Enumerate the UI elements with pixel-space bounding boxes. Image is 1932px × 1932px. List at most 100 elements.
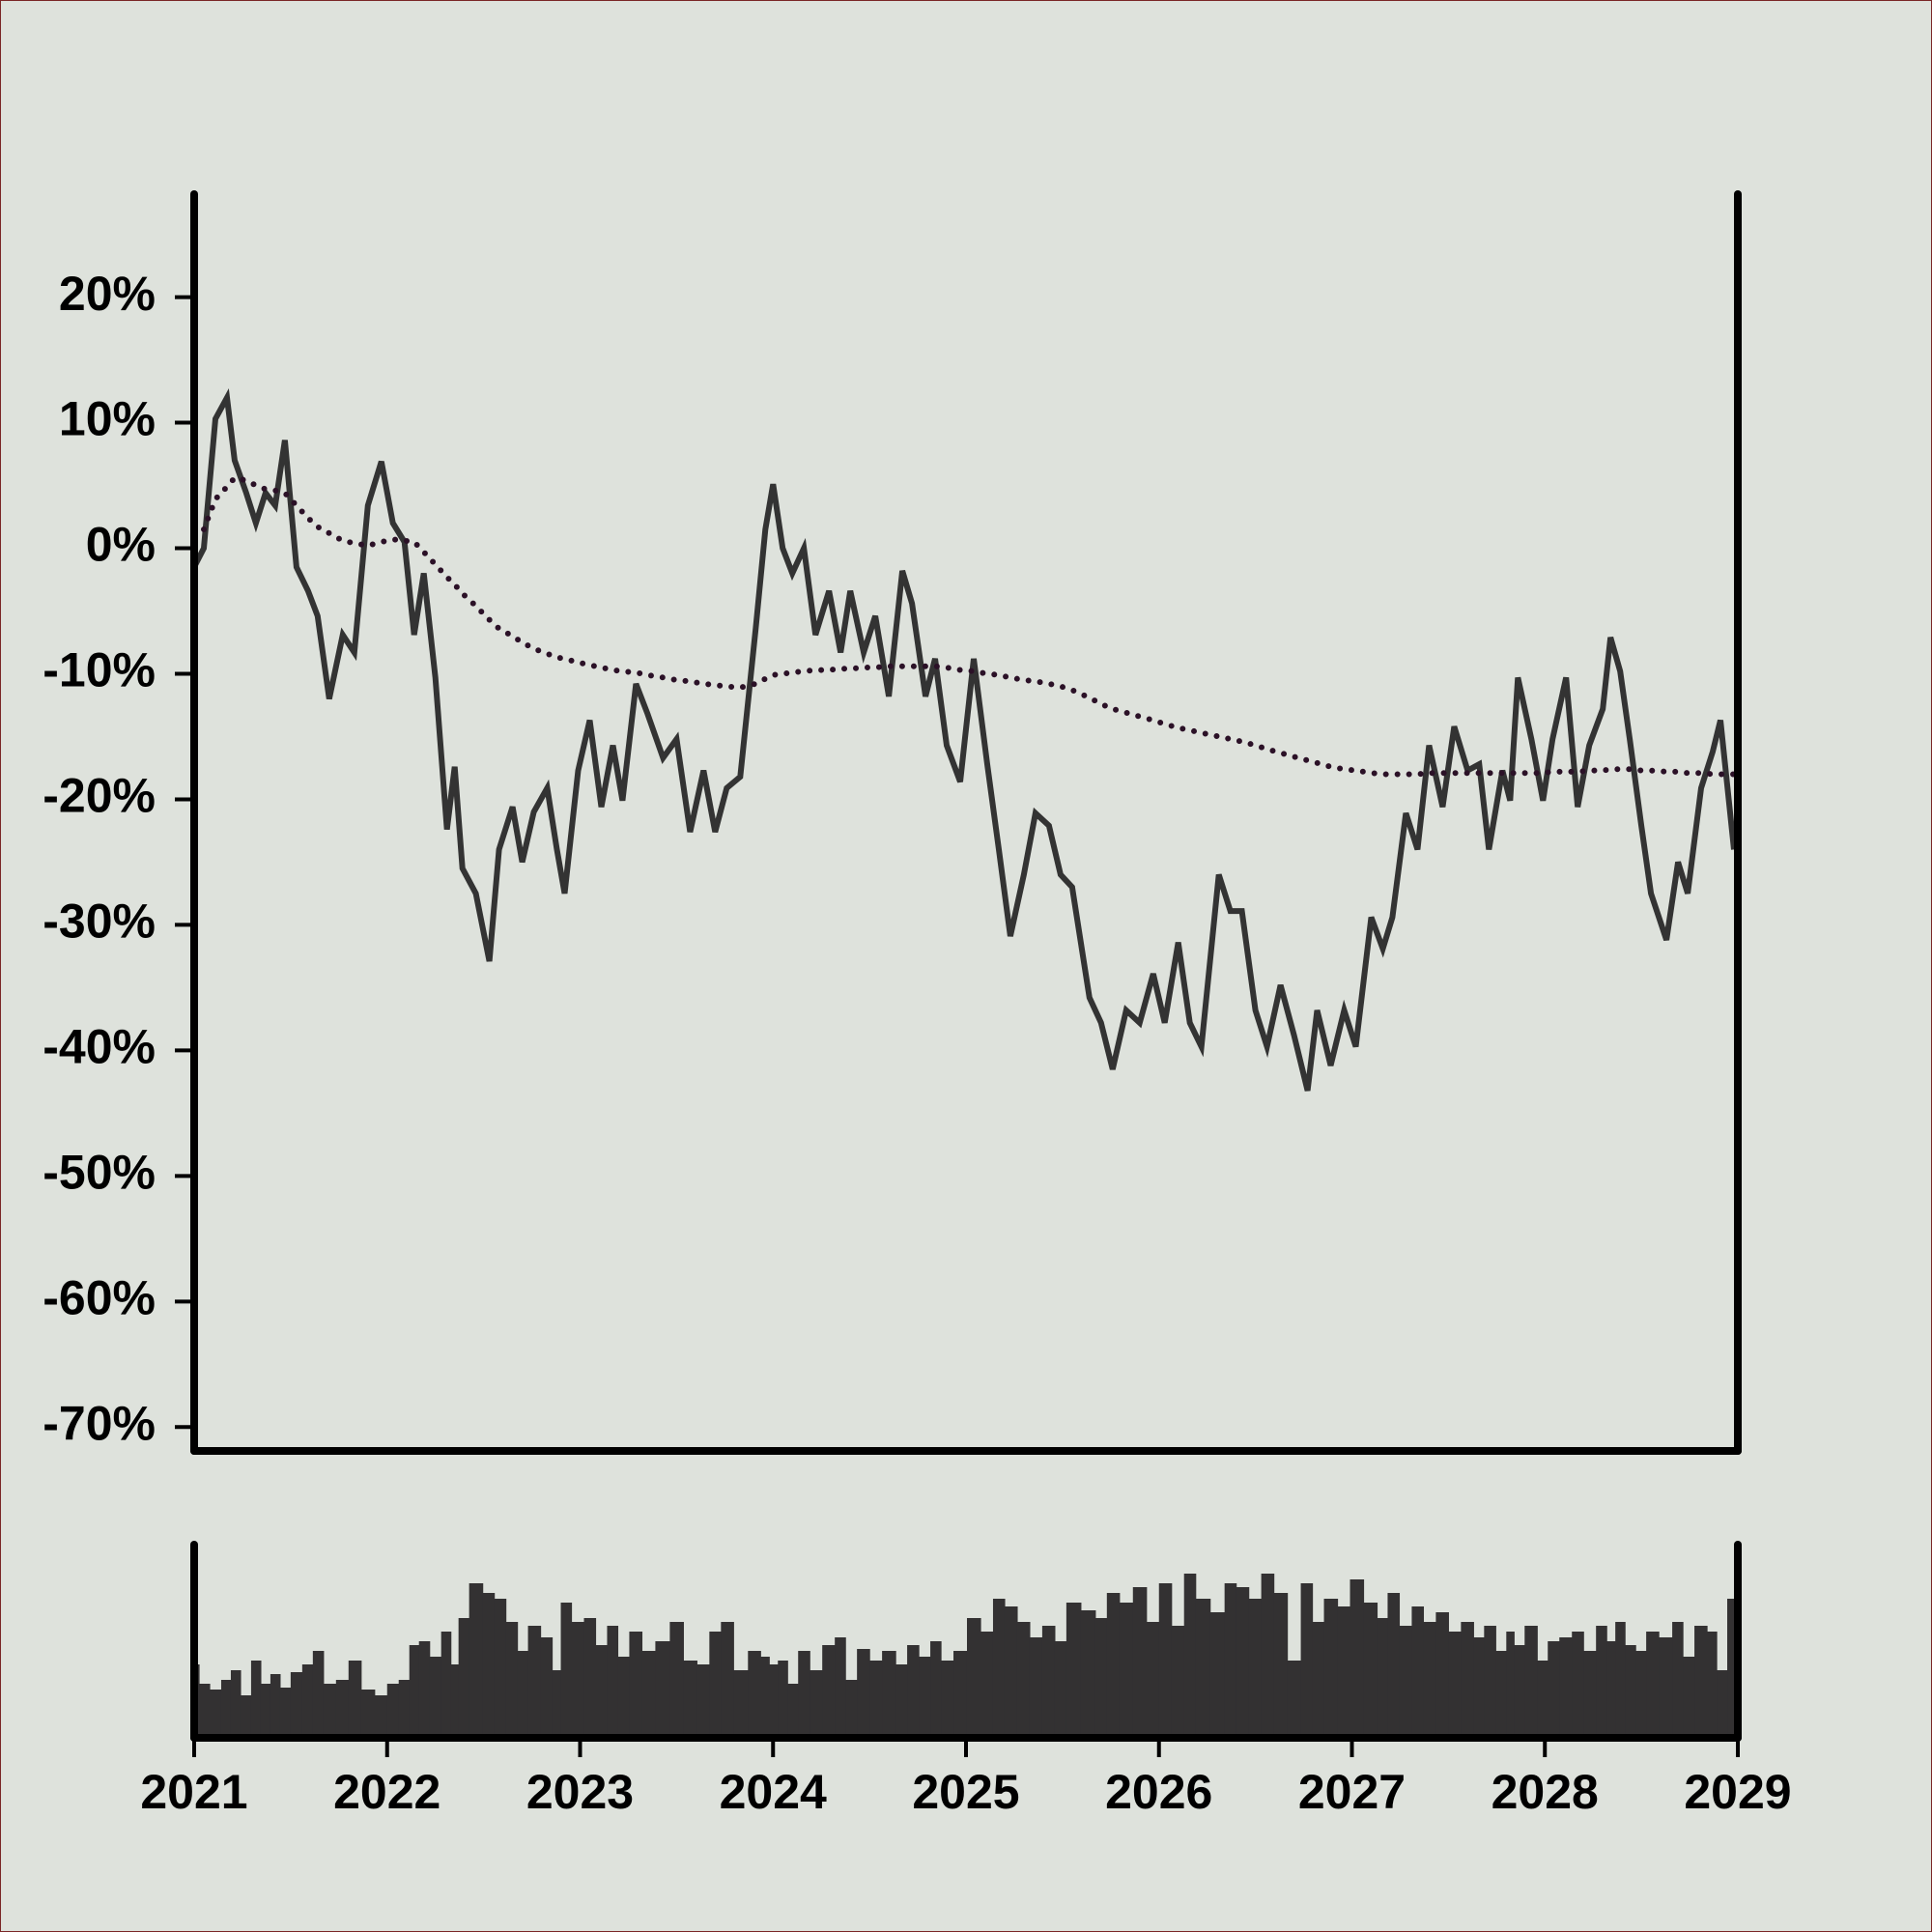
- volume-bar: [857, 1649, 870, 1738]
- volume-bar: [1171, 1626, 1185, 1738]
- volume-bar: [1548, 1641, 1560, 1738]
- volume-bar: [1094, 1618, 1108, 1738]
- volume-bar: [1337, 1606, 1351, 1738]
- volume-bar: [1248, 1599, 1263, 1738]
- volume-bar: [505, 1622, 519, 1738]
- volume-bar: [1537, 1661, 1548, 1738]
- volume-bar: [1727, 1599, 1739, 1738]
- volume-bar: [517, 1651, 529, 1738]
- volume-bar: [1273, 1593, 1289, 1738]
- volume-bar: [1004, 1606, 1018, 1738]
- volume-bar: [721, 1622, 734, 1738]
- volume-bar: [1506, 1632, 1515, 1738]
- volume-bar: [220, 1680, 232, 1738]
- volume-bar: [1065, 1603, 1082, 1738]
- volume-bar: [966, 1618, 981, 1738]
- volume-bar: [1423, 1622, 1436, 1738]
- volume-bar: [1461, 1622, 1474, 1738]
- x-tick-label: 2028: [1492, 1765, 1599, 1819]
- volume-bar: [1363, 1603, 1378, 1738]
- volume-bar: [230, 1670, 242, 1738]
- volume-bar: [953, 1651, 968, 1738]
- volume-bar: [482, 1593, 496, 1738]
- y-tick-label: -60%: [43, 1271, 156, 1325]
- volume-bar: [198, 1684, 211, 1738]
- volume-bar: [1707, 1632, 1718, 1738]
- volume-bar: [209, 1690, 222, 1738]
- x-tick-label: 2025: [912, 1765, 1019, 1819]
- volume-bar: [787, 1684, 799, 1738]
- volume-bar: [907, 1645, 920, 1738]
- volume-bar: [1054, 1641, 1067, 1738]
- y-tick-label: -50%: [43, 1146, 156, 1200]
- volume-bar: [1635, 1651, 1647, 1738]
- volume-bar: [1195, 1599, 1211, 1738]
- volume-bar: [312, 1651, 325, 1738]
- volume-bar: [629, 1632, 643, 1738]
- y-tick-label: 0%: [86, 518, 156, 572]
- volume-bar: [641, 1651, 657, 1738]
- volume-bar: [348, 1661, 362, 1738]
- volume-bar: [882, 1651, 896, 1738]
- volume-bar: [323, 1684, 337, 1738]
- volume-bar: [1224, 1583, 1237, 1738]
- volume-bar: [374, 1695, 388, 1738]
- volume-bar: [527, 1626, 542, 1738]
- volume-bar: [1146, 1622, 1160, 1738]
- volume-bar: [240, 1695, 252, 1738]
- volume-bar: [583, 1618, 597, 1738]
- volume-bar: [409, 1645, 420, 1738]
- volume-bar: [1659, 1637, 1673, 1738]
- volume-bar: [1572, 1632, 1584, 1738]
- volume-bar: [1132, 1587, 1148, 1738]
- volume-bar: [1615, 1622, 1626, 1738]
- volume-bar: [260, 1684, 271, 1738]
- volume-bar: [655, 1641, 670, 1738]
- volume-bar: [869, 1661, 883, 1738]
- volume-bar: [1287, 1661, 1302, 1738]
- volume-bar: [683, 1661, 697, 1738]
- volume-bar: [1524, 1626, 1538, 1738]
- volume-bar: [595, 1645, 609, 1738]
- volume-bar: [458, 1618, 470, 1738]
- volume-bar: [835, 1637, 846, 1738]
- volume-bar: [540, 1637, 554, 1738]
- volume-bar: [450, 1664, 460, 1738]
- x-tick-label: 2022: [333, 1765, 440, 1819]
- y-tick-label: -20%: [43, 769, 156, 823]
- volume-bar: [360, 1690, 376, 1738]
- volume-bar: [1300, 1583, 1314, 1738]
- volume-bar: [696, 1664, 710, 1738]
- volume-bar: [733, 1670, 749, 1738]
- volume-bar: [822, 1645, 836, 1738]
- volume-bar: [270, 1674, 281, 1738]
- volume-bar: [1387, 1593, 1401, 1738]
- volume-bar: [469, 1583, 484, 1738]
- volume-bar: [798, 1651, 810, 1738]
- volume-bar: [1399, 1626, 1413, 1738]
- volume-bar: [748, 1651, 761, 1738]
- volume-bar: [1261, 1574, 1275, 1738]
- volume-bar: [1350, 1579, 1365, 1738]
- volume-bar: [1646, 1632, 1660, 1738]
- volume-bar: [810, 1670, 823, 1738]
- volume-bar: [301, 1664, 314, 1738]
- volume-bar: [1209, 1612, 1226, 1738]
- volume-bar: [571, 1622, 585, 1738]
- volume-bar: [1495, 1651, 1507, 1738]
- volume-bar: [930, 1641, 942, 1738]
- volume-bar: [769, 1664, 779, 1738]
- x-tick-label: 2026: [1105, 1765, 1212, 1819]
- volume-bar: [1625, 1645, 1636, 1738]
- volume-bar: [1312, 1622, 1325, 1738]
- volume-bar: [617, 1657, 631, 1738]
- volume-bar: [1158, 1583, 1173, 1738]
- x-tick-label: 2027: [1298, 1765, 1406, 1819]
- volume-bar: [895, 1664, 908, 1738]
- volume-bar: [845, 1680, 858, 1738]
- x-tick-label: 2023: [526, 1765, 634, 1819]
- volume-bar: [290, 1672, 303, 1738]
- price-line: [191, 387, 1737, 1092]
- volume-bar: [919, 1657, 931, 1738]
